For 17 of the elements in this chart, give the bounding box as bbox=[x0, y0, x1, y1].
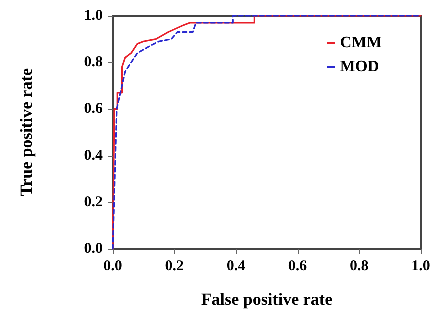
y-tick-label: 0.4 bbox=[84, 148, 104, 164]
y-tick-label: 1.0 bbox=[84, 8, 103, 24]
x-tick-label: 0.0 bbox=[104, 258, 122, 274]
y-axis-title: True positive rate bbox=[17, 68, 36, 197]
x-tick-label: 0.8 bbox=[350, 258, 369, 274]
x-tick-label: 0.2 bbox=[165, 258, 184, 274]
x-tick-label: 0.4 bbox=[226, 258, 246, 274]
y-tick-label: 0.8 bbox=[84, 54, 103, 71]
line-series bbox=[112, 15, 422, 250]
x-axis-title: False positive rate bbox=[201, 290, 334, 309]
legend-label: MOD bbox=[340, 58, 380, 76]
x-tick-label: 0.6 bbox=[288, 258, 308, 274]
y-tick-label: 0.6 bbox=[84, 101, 104, 118]
legend-label: CMM bbox=[340, 34, 382, 52]
x-tick-label: 1.0 bbox=[412, 258, 430, 274]
y-tick-label: 0.0 bbox=[84, 241, 103, 257]
y-tick-label: 0.2 bbox=[84, 194, 103, 210]
